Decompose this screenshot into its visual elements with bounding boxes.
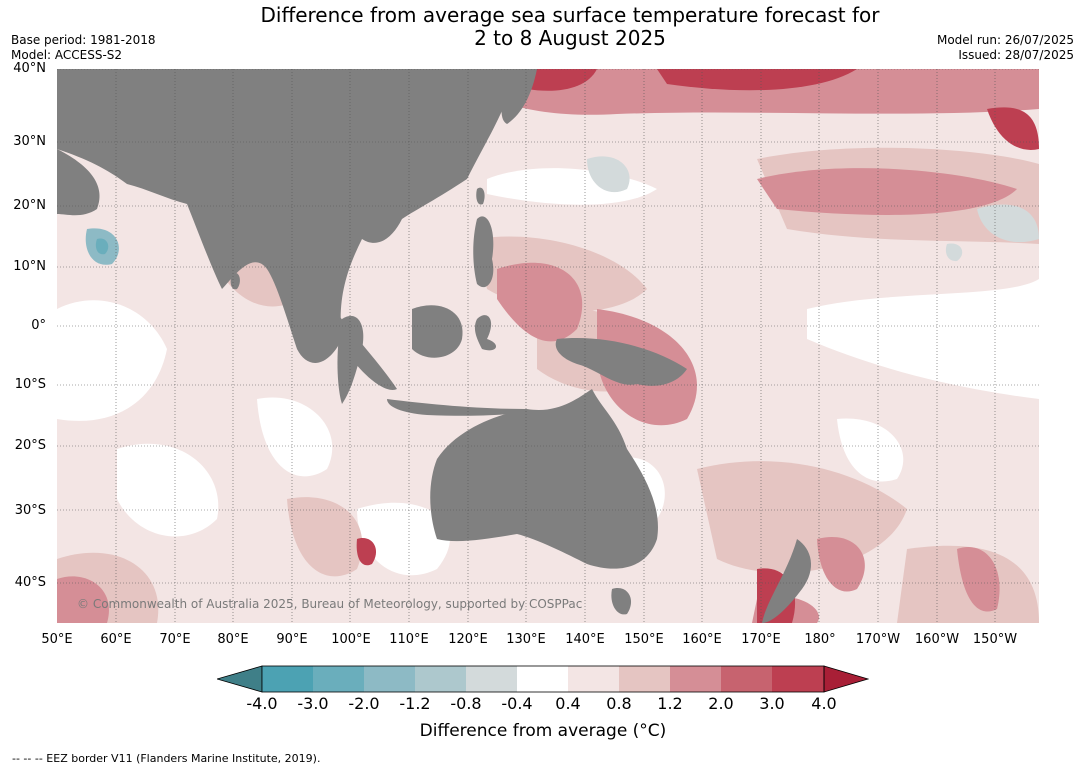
lon-label: 180° xyxy=(804,632,836,647)
colorbar-swatch xyxy=(262,666,313,692)
model-name: Model: ACCESS-S2 xyxy=(11,48,123,62)
lat-label: 20°N xyxy=(13,198,46,213)
colorbar-tick: -0.8 xyxy=(450,694,482,713)
eez-footnote: -- -- -- EEZ border V11 (Flanders Marine… xyxy=(12,752,321,765)
lat-label: 0° xyxy=(31,318,46,333)
lon-label: 160°E xyxy=(682,632,722,647)
colorbar-swatch xyxy=(517,666,568,692)
lon-label: 150°W xyxy=(972,632,1018,647)
colorbar-frame xyxy=(261,665,825,693)
lon-label: 150°E xyxy=(624,632,664,647)
base-period: Base period: 1981-2018 xyxy=(11,33,156,47)
colorbar-swatch xyxy=(364,666,415,692)
colorbar-swatch xyxy=(772,666,824,692)
colorbar-tick: -1.2 xyxy=(399,694,431,713)
colorbar-tick: -4.0 xyxy=(246,694,278,713)
colorbar-label: Difference from average (°C) xyxy=(419,721,667,741)
colorbar-swatch xyxy=(670,666,721,692)
lat-label: 30°N xyxy=(13,134,46,149)
lon-label: 60°E xyxy=(100,632,132,647)
colorbar-tick: -0.4 xyxy=(501,694,533,713)
colorbar-swatch xyxy=(721,666,772,692)
colorbar-max-arrow xyxy=(823,665,869,693)
lat-label: 40°S xyxy=(14,575,46,590)
lat-label: 20°S xyxy=(14,438,46,453)
run-info: Model run: 26/07/2025 Issued: 28/07/2025 xyxy=(937,33,1074,63)
title-line-2: 2 to 8 August 2025 xyxy=(474,26,666,50)
anomaly-1.2-2.0 xyxy=(57,69,1039,623)
colorbar-tick: 0.8 xyxy=(606,694,632,713)
sst-anomaly-map xyxy=(57,69,1039,623)
colorbar-swatch xyxy=(415,666,466,692)
lat-label: 30°S xyxy=(14,503,46,518)
lat-label: 10°N xyxy=(13,259,46,274)
colorbar xyxy=(217,665,869,693)
lon-label: 160°W xyxy=(914,632,960,647)
colorbar-tick: 0.4 xyxy=(555,694,581,713)
lon-label: 140°E xyxy=(565,632,605,647)
anomaly-2.0-4.0 xyxy=(356,69,1039,623)
negative-anomalies xyxy=(85,156,1039,265)
lat-label: 40°N xyxy=(13,61,46,76)
lon-label: 120°E xyxy=(448,632,488,647)
lon-label: 170°E xyxy=(741,632,781,647)
issued-date: Issued: 28/07/2025 xyxy=(958,48,1074,62)
lon-label: 90°E xyxy=(276,632,308,647)
graticule xyxy=(57,69,1039,623)
colorbar-tick: -3.0 xyxy=(297,694,329,713)
colorbar-swatch xyxy=(619,666,670,692)
colorbar-swatch xyxy=(313,666,364,692)
colorbar-tick: 1.2 xyxy=(657,694,683,713)
lon-label: 110°E xyxy=(389,632,429,647)
copyright-notice: © Commonwealth of Australia 2025, Bureau… xyxy=(77,597,583,611)
colorbar-tick: 4.0 xyxy=(811,694,837,713)
model-info: Base period: 1981-2018 Model: ACCESS-S2 xyxy=(11,33,156,63)
lat-label: 10°S xyxy=(14,377,46,392)
colorbar-swatch xyxy=(568,666,619,692)
lon-label: 100°E xyxy=(331,632,371,647)
colorbar-tick: 2.0 xyxy=(708,694,734,713)
chart-title: Difference from average sea surface temp… xyxy=(220,4,920,50)
lon-label: 170°W xyxy=(855,632,901,647)
colorbar-tick: 3.0 xyxy=(759,694,785,713)
colorbar-tick: -2.0 xyxy=(348,694,380,713)
lon-label: 50°E xyxy=(41,632,73,647)
colorbar-swatch xyxy=(466,666,517,692)
lon-label: 70°E xyxy=(159,632,191,647)
colorbar-min-arrow xyxy=(217,665,263,693)
lon-label: 80°E xyxy=(217,632,249,647)
lon-label: 130°E xyxy=(506,632,546,647)
model-run: Model run: 26/07/2025 xyxy=(936,33,1074,47)
title-line-1: Difference from average sea surface temp… xyxy=(260,3,880,27)
land-masses xyxy=(57,69,812,623)
